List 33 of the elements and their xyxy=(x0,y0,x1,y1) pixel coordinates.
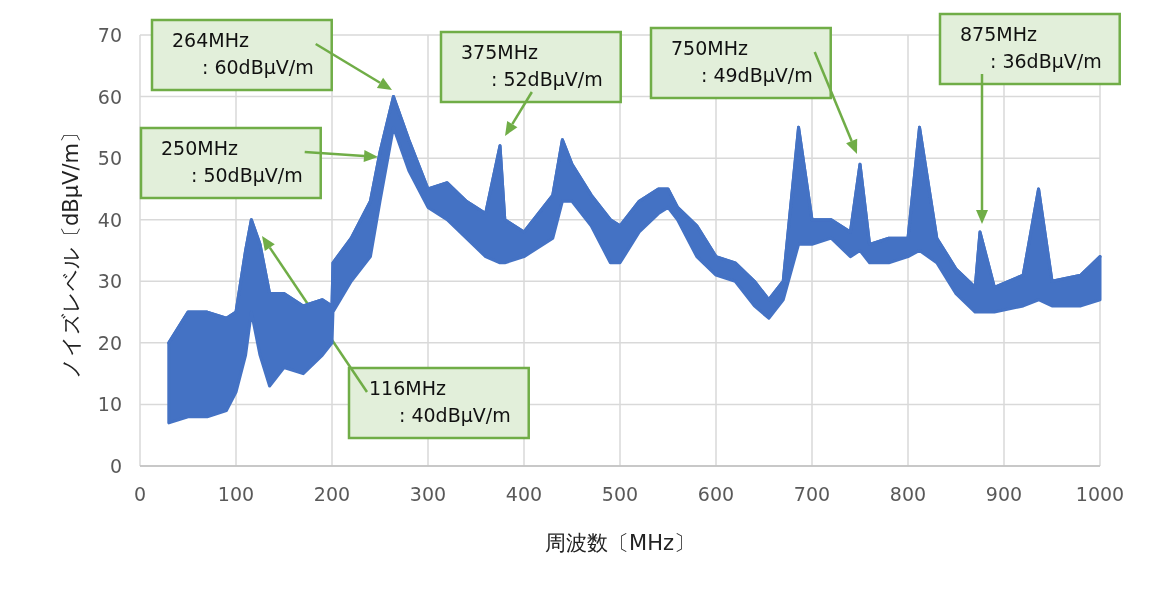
annotation: 116MHz : 40dBμV/m xyxy=(347,366,530,440)
y-axis-title: ノイズレベル〔dBμV/m〕 xyxy=(59,122,83,379)
x-tick-label: 900 xyxy=(985,483,1023,505)
y-tick-label: 0 xyxy=(109,455,122,477)
annotation: 375MHz : 52dBμV/m xyxy=(461,41,603,90)
y-tick-label: 20 xyxy=(97,331,122,354)
y-tick-label: 40 xyxy=(97,208,122,231)
annotation: 250MHz : 50dBμV/m xyxy=(139,126,322,200)
annotation: 750MHz : 49dBμV/m xyxy=(671,37,813,86)
x-axis-title: 周波数〔MHz〕 xyxy=(545,531,695,555)
annotation: 750MHz : 49dBμV/m xyxy=(649,26,832,100)
x-tick-label: 600 xyxy=(697,483,735,505)
annotation: 264MHz : 60dBμV/m xyxy=(150,18,333,92)
annotation: 264MHz : 60dBμV/m xyxy=(172,29,314,78)
y-tick-label: 70 xyxy=(97,24,122,46)
annotation: 250MHz : 50dBμV/m xyxy=(161,137,303,186)
x-tick-label: 700 xyxy=(793,483,831,505)
y-tick-label: 30 xyxy=(97,270,122,293)
x-tick-label: 0 xyxy=(133,483,147,505)
x-tick-label: 400 xyxy=(505,483,543,505)
annotation: 875MHz : 36dBμV/m xyxy=(938,12,1121,86)
x-tick-label: 800 xyxy=(889,483,927,505)
x-tick-label: 1000 xyxy=(1075,483,1125,505)
annotation: 375MHz : 52dBμV/m xyxy=(439,30,622,104)
y-tick-label: 60 xyxy=(97,85,122,108)
x-tick-label: 300 xyxy=(409,483,447,505)
y-tick-label: 10 xyxy=(97,393,122,416)
y-tick-label: 50 xyxy=(97,147,122,170)
x-tick-label: 500 xyxy=(601,483,639,505)
x-tick-label: 100 xyxy=(217,483,255,505)
annotation: 875MHz : 36dBμV/m xyxy=(960,23,1102,72)
x-tick-label: 200 xyxy=(313,483,351,505)
annotation: 116MHz : 40dBμV/m xyxy=(369,377,511,426)
